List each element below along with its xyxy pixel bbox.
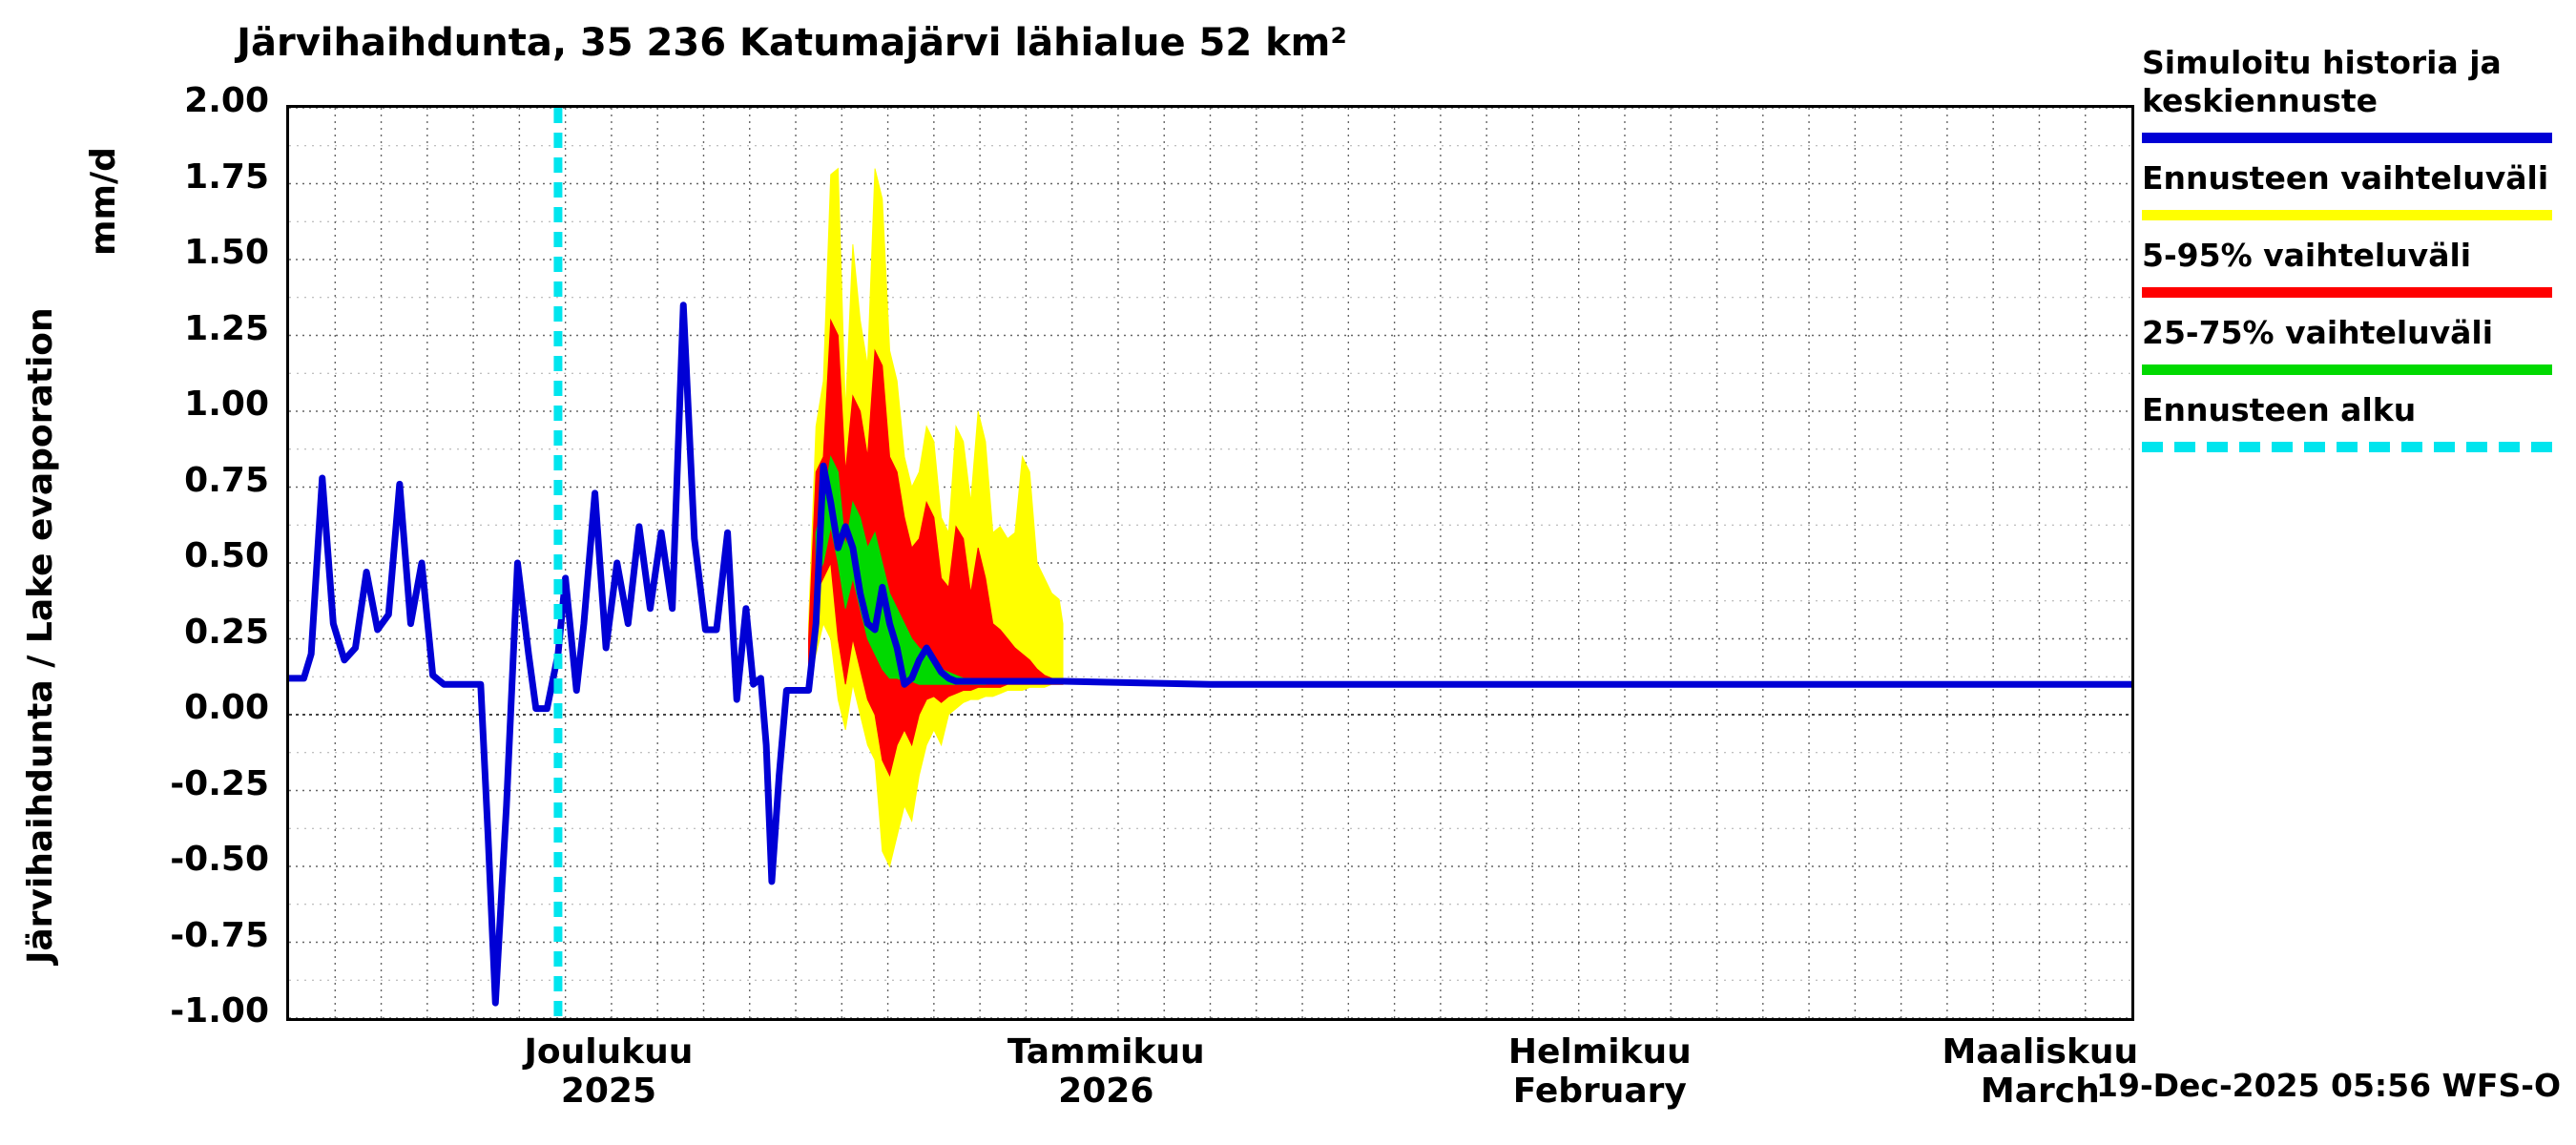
legend-item: Ennusteen vaihteluväli (2142, 159, 2571, 220)
x-tick-label-en: February (1512, 1072, 1687, 1111)
chart-title: Järvihaihdunta, 35 236 Katumajärvi lähia… (237, 21, 1347, 65)
y-tick-label: 1.25 (184, 308, 269, 348)
x-tick-label-fi: Tammikuu (1007, 1032, 1205, 1072)
legend-swatch (2142, 442, 2552, 452)
plot-area (286, 105, 2134, 1021)
y-tick-label: 0.75 (184, 460, 269, 500)
chart-legend: Simuloitu historia ja keskiennuste Ennuste… (2142, 44, 2571, 468)
legend-item: Simuloitu historia ja keskiennuste (2142, 44, 2571, 143)
x-tick-label-fi: Joulukuu (524, 1032, 694, 1072)
x-tick-label-fi: Helmikuu (1507, 1032, 1692, 1072)
y-tick-label: 1.00 (184, 385, 269, 424)
legend-label-line2: keskiennuste (2142, 82, 2379, 119)
y-tick-label: 1.50 (184, 233, 269, 272)
legend-item: Ennusteen alku (2142, 391, 2571, 452)
x-tick-group: Helmikuu February (1352, 1032, 1848, 1111)
legend-label: Ennusteen vaihteluväli (2142, 159, 2549, 197)
x-tick-year: 2025 (560, 1072, 657, 1111)
legend-label: Ennusteen alku (2142, 391, 2417, 428)
x-tick-group: Tammikuu 2026 (858, 1032, 1354, 1111)
y-tick-label: 1.75 (184, 156, 269, 197)
legend-swatch (2142, 210, 2552, 220)
y-tick-label: -0.50 (170, 840, 269, 879)
y-tick-label: 0.25 (184, 612, 269, 652)
x-tick-year: 2026 (1058, 1072, 1154, 1111)
legend-item: 5-95% vaihteluväli (2142, 237, 2571, 298)
x-tick-group: Joulukuu 2025 (361, 1032, 857, 1111)
legend-swatch (2142, 364, 2552, 375)
legend-label: 5-95% vaihteluväli (2142, 237, 2472, 274)
y-tick-label: 0.50 (184, 536, 269, 575)
y-axis-label: Järvihaihdunta / Lake evaporation (21, 307, 60, 964)
legend-label: Simuloitu historia ja (2142, 44, 2502, 81)
history-mean-line (289, 302, 2131, 1007)
x-tick-label-en: March (1980, 1072, 2100, 1111)
legend-swatch (2142, 287, 2552, 298)
x-tick-label-fi: Maaliskuu (1942, 1032, 2139, 1072)
legend-label: 25-75% vaihteluväli (2142, 314, 2494, 351)
x-tick-group: Maaliskuu March (1792, 1032, 2288, 1111)
legend-swatch (2142, 133, 2552, 143)
y-tick-label: 2.00 (184, 81, 269, 120)
chart-canvas (289, 108, 2131, 1018)
y-tick-label: 0.00 (184, 688, 269, 727)
y-tick-label: -0.25 (170, 763, 269, 803)
y-tick-label: -0.75 (170, 915, 269, 955)
legend-item: 25-75% vaihteluväli (2142, 314, 2571, 375)
y-tick-label: -1.00 (170, 991, 269, 1030)
timestamp-label: 19-Dec-2025 05:56 WFS-O (2096, 1067, 2561, 1104)
